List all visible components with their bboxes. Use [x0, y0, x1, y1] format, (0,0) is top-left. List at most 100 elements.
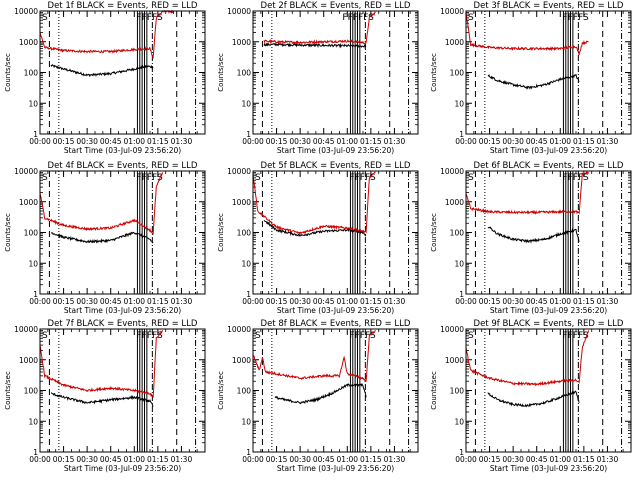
lld-series-line [465, 330, 590, 387]
x-tick-label: 01:15 [147, 137, 169, 146]
x-tick-label: 01:30 [597, 455, 619, 464]
flag-label: FFFFFS [342, 13, 374, 23]
x-tick-label: 00:00 [455, 137, 477, 146]
y-tick-label: 10000 [227, 325, 251, 334]
y-tick-label: 1 [33, 290, 38, 299]
x-tick-label: 01:15 [360, 137, 382, 146]
lld-series-line [39, 9, 175, 60]
x-tick-label: 01:00 [336, 137, 358, 146]
y-tick-label: 100 [450, 387, 465, 396]
x-tick-label: 00:00 [455, 455, 477, 464]
lld-series-line [39, 172, 164, 235]
flag-label: FFFFS [136, 173, 163, 183]
events-series-line [50, 64, 154, 78]
y-tick-label: 10000 [14, 325, 38, 334]
y-tick-label: 1000 [445, 38, 464, 47]
y-tick-label: 1 [459, 130, 464, 139]
x-tick-label: 00:15 [266, 137, 288, 146]
y-axis-label: Counts/sec [430, 213, 438, 252]
panel-title: Det 7f BLACK = Events, RED = LLD [48, 319, 198, 329]
y-tick-label: 10000 [14, 167, 38, 176]
x-tick-label: 01:00 [123, 455, 145, 464]
x-axis-label: Start Time (03-Jul-09 23:56:20) [277, 306, 394, 315]
x-tick-label: 00:00 [242, 455, 264, 464]
x-tick-label: 00:45 [313, 455, 335, 464]
x-tick-label: 01:15 [573, 297, 595, 306]
x-tick-label: 00:45 [526, 297, 548, 306]
y-tick-label: 10000 [227, 7, 251, 16]
flag-label: FFFFS [349, 331, 376, 341]
lld-series-line [465, 11, 589, 56]
plot-frame [252, 10, 419, 135]
events-series-line [274, 382, 367, 405]
flag-label: S [42, 13, 48, 23]
events-series-line [263, 41, 367, 49]
flag-label: FFFFS [562, 13, 589, 23]
x-tick-label: 00:15 [479, 297, 501, 306]
x-axis-label: Start Time (03-Jul-09 23:56:20) [490, 464, 607, 473]
x-tick-label: 00:30 [76, 297, 98, 306]
y-tick-label: 100 [450, 229, 465, 238]
x-tick-label: 00:00 [29, 297, 51, 306]
y-tick-label: 1 [459, 290, 464, 299]
y-tick-label: 1000 [19, 198, 38, 207]
detector-panel: Det 4f BLACK = Events, RED = LLD Counts/s… [4, 161, 206, 315]
x-tick-label: 00:45 [100, 137, 122, 146]
x-tick-label: 01:30 [384, 297, 406, 306]
y-tick-label: 1 [33, 130, 38, 139]
x-tick-label: 01:15 [147, 455, 169, 464]
panel-title: Det 8f BLACK = Events, RED = LLD [261, 319, 411, 329]
flag-label: S [42, 173, 48, 183]
y-axis-label: Counts/sec [217, 213, 225, 252]
panel-title: Det 1f BLACK = Events, RED = LLD [48, 1, 198, 11]
y-tick-label: 100 [237, 229, 252, 238]
y-axis-label: Counts/sec [4, 213, 12, 252]
y-tick-label: 100 [24, 229, 39, 238]
plot-frame [39, 10, 206, 135]
y-tick-label: 100 [450, 69, 465, 78]
x-axis-label: Start Time (03-Jul-09 23:56:20) [64, 306, 181, 315]
y-tick-label: 10 [454, 99, 464, 108]
y-axis-label: Counts/sec [217, 371, 225, 410]
y-tick-label: 10 [28, 417, 38, 426]
flag-label: FFFFS [562, 331, 589, 341]
x-tick-label: 01:30 [171, 137, 193, 146]
x-tick-label: 00:30 [502, 297, 524, 306]
panel-title: Det 2f BLACK = Events, RED = LLD [261, 1, 411, 11]
x-tick-label: 01:00 [123, 297, 145, 306]
x-tick-label: 00:15 [479, 455, 501, 464]
detector-panel: Det 1f BLACK = Events, RED = LLD Counts/s… [4, 1, 206, 155]
y-tick-label: 10000 [440, 7, 464, 16]
x-tick-label: 01:30 [597, 297, 619, 306]
x-tick-label: 00:45 [100, 297, 122, 306]
y-axis-label: Counts/sec [4, 53, 12, 92]
x-tick-label: 01:30 [597, 137, 619, 146]
plot-frame [252, 328, 419, 453]
x-tick-label: 01:15 [573, 137, 595, 146]
flag-label: S [468, 331, 474, 341]
x-tick-label: 01:30 [384, 455, 406, 464]
y-axis-label: Counts/sec [217, 53, 225, 92]
x-axis-label: Start Time (03-Jul-09 23:56:20) [277, 146, 394, 155]
flag-label: S [468, 13, 474, 23]
flag-label: S [255, 173, 261, 183]
y-tick-label: 1000 [232, 198, 251, 207]
x-axis-label: Start Time (03-Jul-09 23:56:20) [277, 464, 394, 473]
y-tick-label: 1000 [232, 356, 251, 365]
y-tick-label: 100 [24, 69, 39, 78]
y-tick-label: 10 [241, 417, 251, 426]
x-tick-label: 00:00 [29, 455, 51, 464]
x-tick-label: 00:15 [266, 455, 288, 464]
x-tick-label: 01:30 [171, 455, 193, 464]
x-tick-label: 00:45 [526, 455, 548, 464]
x-axis-label: Start Time (03-Jul-09 23:56:20) [64, 464, 181, 473]
y-tick-label: 100 [237, 387, 252, 396]
y-tick-label: 10 [241, 259, 251, 268]
x-tick-label: 00:30 [289, 297, 311, 306]
x-tick-label: 01:15 [573, 455, 595, 464]
x-tick-label: 00:00 [455, 297, 477, 306]
x-tick-label: 00:00 [242, 297, 264, 306]
x-tick-label: 01:15 [360, 455, 382, 464]
flag-label: FFFFS [562, 173, 589, 183]
